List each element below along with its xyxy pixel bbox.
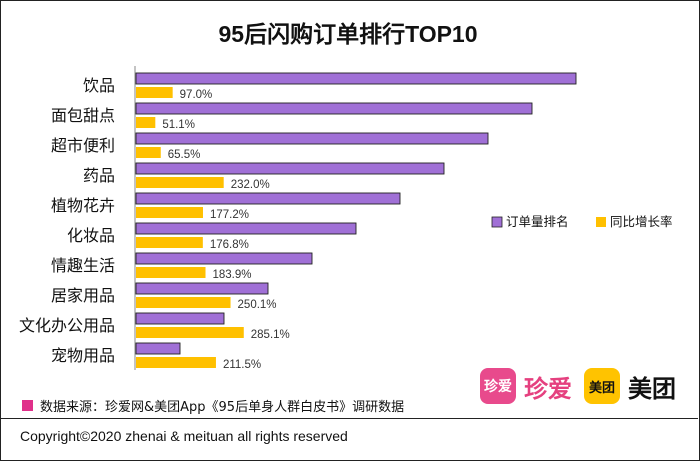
legend-rank-label: 订单量排名 [506,214,569,229]
chart-title: 95后闪购订单排行TOP10 [218,21,477,47]
rank-bar [135,252,313,265]
rank-bar [135,132,489,145]
category-label: 超市便利 [51,136,115,155]
legend-growth-swatch [596,217,606,227]
growth-bar [136,117,156,128]
growth-data-label: 176.8% [210,239,249,251]
growth-data-label: 285.1% [251,329,290,341]
legend: 订单量排名 同比增长率 [491,214,673,229]
zhenai-logo-wordmark: 珍爱 [524,374,572,403]
category-label: 化妆品 [67,226,115,245]
legend-growth-label: 同比增长率 [610,214,673,229]
growth-bar [136,327,244,338]
meituan-logo-icon: 美团 [584,368,620,404]
growth-data-label: 51.1% [162,119,195,131]
category-label: 情趣生活 [51,256,115,275]
category-label: 药品 [83,166,115,185]
growth-data-label: 97.0% [180,89,213,101]
meituan-logo-wordmark: 美团 [628,374,676,403]
growth-bar [136,207,203,218]
rank-bar [135,102,533,115]
growth-data-label: 232.0% [231,179,270,191]
rank-bar [135,342,181,355]
category-label: 居家用品 [51,286,115,305]
brand-logos: 珍爱 珍爱 美团 美团 [480,366,676,406]
category-label: 饮品 [83,76,115,95]
rank-bar [135,312,225,325]
growth-data-label: 250.1% [238,299,277,311]
bar-chart: 95后闪购订单排行TOP10 饮品面包甜点超市便利药品植物花卉化妆品情趣生活居家… [19,21,673,371]
growth-bar [136,177,224,188]
growth-data-label: 211.5% [223,359,261,371]
rank-bar [135,222,357,235]
source-marker-icon [22,399,33,411]
copyright-text: Copyright©2020 zhenai & meituan all righ… [20,428,348,444]
growth-data-label: 65.5% [168,149,201,161]
growth-bar [136,87,173,98]
growth-bar [136,297,231,308]
growth-bar [136,357,216,368]
growth-data-labels: 97.0% 51.1% 65.5% 232.0% 177.2% 176.8% 183.9% 2… [162,89,289,371]
growth-bar [136,147,161,158]
zhenai-logo-icon: 珍爱 [480,368,516,404]
growth-bar [136,267,206,278]
rank-bar [135,192,401,205]
category-label: 文化办公用品 [19,316,115,335]
growth-bar [136,237,203,248]
growth-data-label: 183.9% [213,269,252,281]
category-label: 宠物用品 [51,346,115,365]
legend-rank-swatch [491,216,503,228]
category-label: 面包甜点 [51,106,115,125]
source-text: 数据来源：珍爱网&美团App《95后单身人群白皮书》调研数据 [40,399,405,415]
data-source-note: 数据来源：珍爱网&美团App《95后单身人群白皮书》调研数据 [22,396,405,415]
rank-bar [135,282,269,295]
rank-bar [135,72,577,85]
growth-series [136,87,244,368]
rank-bar [135,162,445,175]
category-label: 植物花卉 [51,196,115,215]
rank-series [135,72,577,355]
growth-data-label: 177.2% [210,209,249,221]
footer-divider [0,418,698,419]
